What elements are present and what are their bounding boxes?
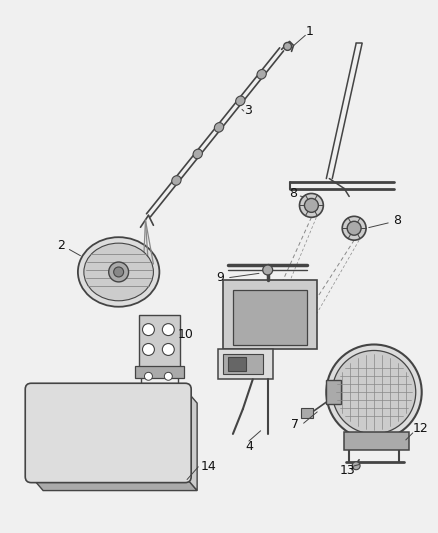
Ellipse shape: [193, 149, 202, 159]
Circle shape: [304, 198, 318, 212]
Ellipse shape: [172, 176, 181, 185]
Bar: [223, 354, 263, 374]
Text: 7: 7: [290, 418, 299, 432]
Polygon shape: [31, 477, 197, 490]
Text: 1: 1: [305, 25, 313, 38]
Text: 4: 4: [246, 440, 254, 454]
Ellipse shape: [84, 243, 153, 301]
Circle shape: [342, 216, 366, 240]
Circle shape: [142, 324, 155, 336]
Ellipse shape: [236, 96, 245, 106]
Circle shape: [164, 373, 172, 380]
Circle shape: [300, 193, 323, 217]
Circle shape: [162, 324, 174, 336]
Bar: [228, 358, 246, 372]
Bar: [233, 290, 307, 344]
Circle shape: [332, 351, 416, 434]
Text: 8: 8: [290, 187, 297, 200]
Text: 2: 2: [57, 239, 65, 252]
Circle shape: [283, 43, 292, 51]
Circle shape: [263, 265, 273, 275]
Circle shape: [142, 343, 155, 356]
Circle shape: [162, 343, 174, 356]
Circle shape: [347, 221, 361, 235]
FancyBboxPatch shape: [25, 383, 191, 482]
Bar: [326, 380, 341, 404]
Circle shape: [109, 262, 129, 282]
Text: 13: 13: [339, 464, 355, 477]
Text: 12: 12: [413, 423, 429, 435]
Polygon shape: [185, 389, 197, 490]
Text: 9: 9: [216, 271, 224, 285]
Circle shape: [326, 344, 422, 440]
Text: 10: 10: [177, 328, 193, 341]
Text: 3: 3: [244, 104, 252, 117]
Circle shape: [352, 462, 360, 470]
Bar: [138, 314, 180, 373]
Bar: [134, 366, 184, 378]
Ellipse shape: [78, 237, 159, 307]
Text: 8: 8: [393, 214, 401, 227]
Bar: [344, 432, 409, 450]
Bar: [223, 280, 318, 350]
Circle shape: [114, 267, 124, 277]
Ellipse shape: [257, 69, 266, 79]
Bar: [301, 408, 314, 418]
Ellipse shape: [214, 123, 224, 132]
Text: 14: 14: [200, 460, 216, 473]
Bar: [218, 350, 273, 379]
Circle shape: [145, 373, 152, 380]
